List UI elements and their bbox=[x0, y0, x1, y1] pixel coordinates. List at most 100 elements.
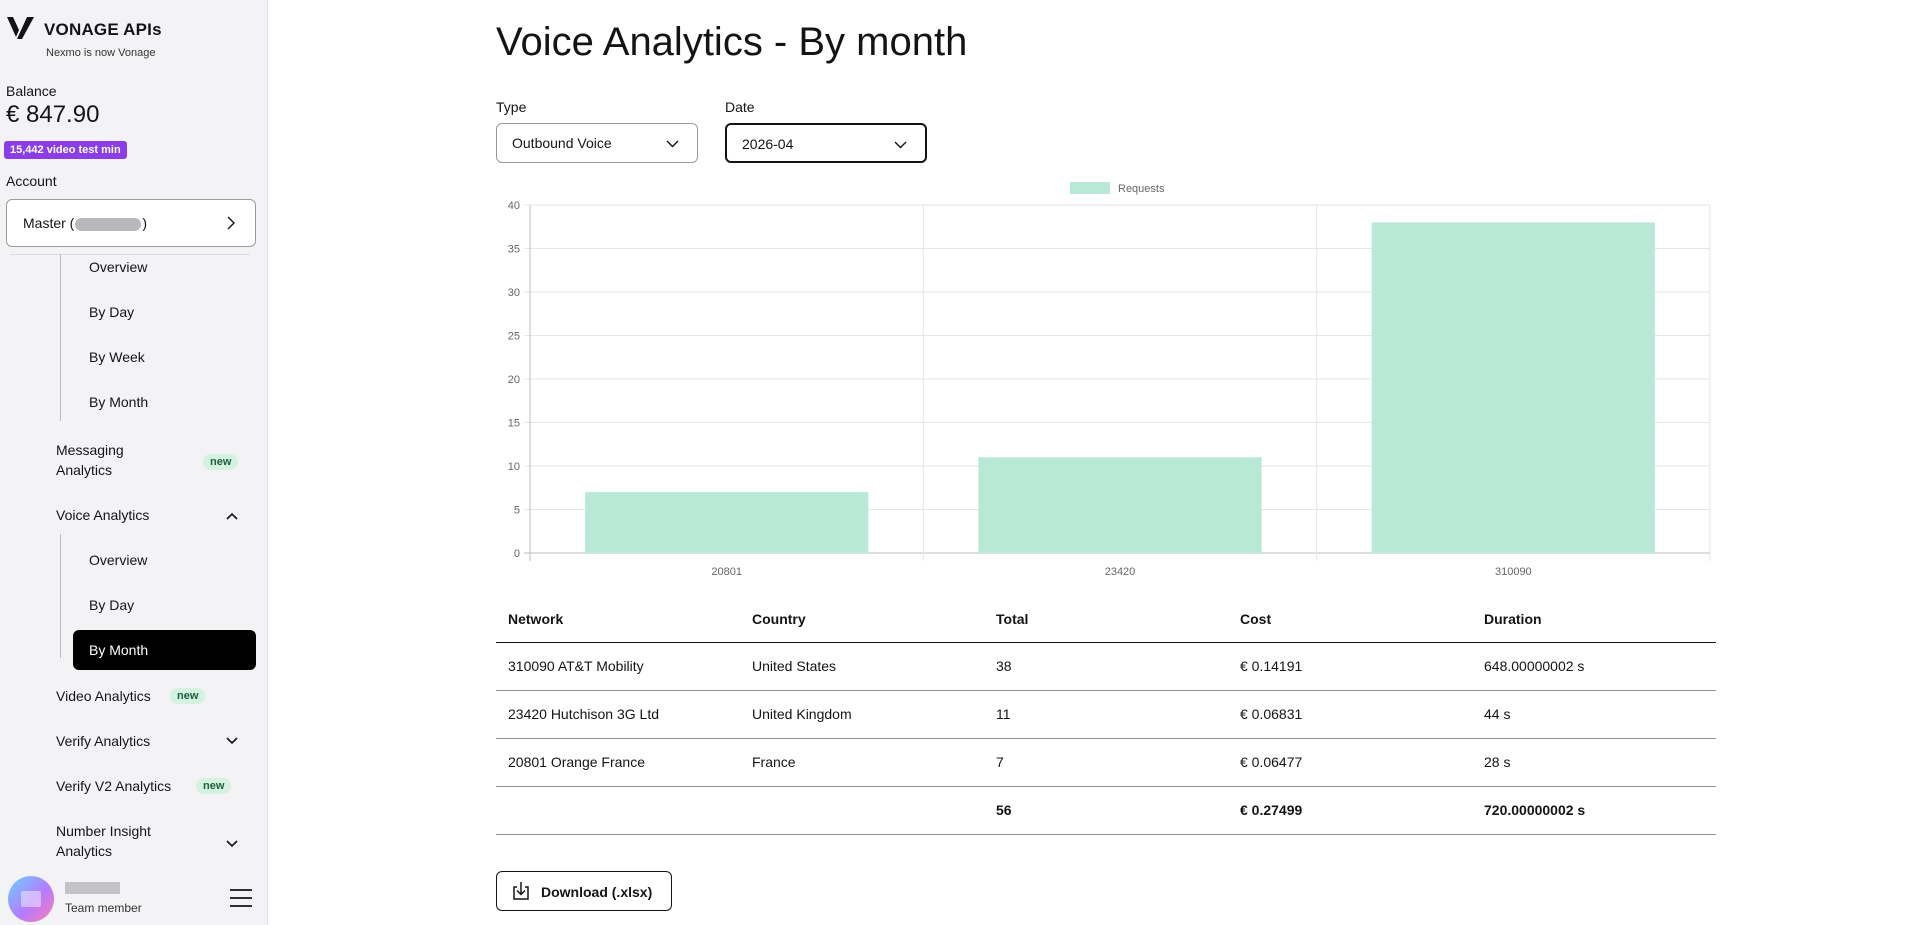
cell-duration: 648.00000002 s bbox=[1472, 642, 1716, 691]
type-select-value: Outbound Voice bbox=[512, 135, 612, 151]
balance-value: € 847.90 bbox=[6, 101, 100, 128]
type-label: Type bbox=[496, 99, 527, 115]
sidebar-item-verify-v2-analytics[interactable]: Verify V2 Analytics bbox=[56, 778, 172, 794]
legend-swatch bbox=[1070, 182, 1110, 194]
x-tick-label: 20801 bbox=[711, 566, 742, 575]
page-title: Voice Analytics - By month bbox=[496, 20, 968, 64]
chevron-down-icon[interactable] bbox=[226, 840, 238, 848]
requests-bar-chart: 0 5 10 15 20 25 30 35 40 20801 23420 310090 Requests bbox=[508, 182, 1711, 575]
cell-total: 11 bbox=[984, 690, 1228, 739]
cell-cost: € 0.14191 bbox=[1228, 642, 1472, 691]
cell-total: 38 bbox=[984, 642, 1228, 691]
y-tick-label: 5 bbox=[514, 505, 520, 517]
download-xlsx-button[interactable]: Download (.xlsx) bbox=[496, 871, 672, 911]
new-badge: new bbox=[203, 454, 239, 470]
new-badge: new bbox=[170, 688, 206, 704]
user-role: Team member bbox=[65, 901, 142, 915]
hamburger-menu-icon[interactable] bbox=[229, 888, 253, 908]
chevron-up-icon[interactable] bbox=[226, 512, 238, 520]
cell-total-cost: € 0.27499 bbox=[1228, 786, 1472, 835]
column-header-network[interactable]: Network bbox=[496, 597, 740, 643]
brand-name: VONAGE APIs bbox=[44, 20, 162, 39]
y-tick-label: 15 bbox=[508, 418, 520, 430]
sidebar-item-usage-by-week[interactable]: By Week bbox=[89, 349, 145, 365]
network-table: Network Country Total Cost Duration 3100… bbox=[496, 597, 1716, 835]
table-row: 310090 AT&T Mobility United States 38 € … bbox=[496, 642, 1716, 691]
video-test-minutes-badge: 15,442 video test min bbox=[4, 141, 127, 159]
vonage-logo-icon bbox=[7, 17, 34, 39]
table-row: 20801 Orange France France 7 € 0.06477 2… bbox=[496, 738, 1716, 787]
sidebar-item-usage-by-month[interactable]: By Month bbox=[89, 394, 149, 410]
legend-label: Requests bbox=[1118, 183, 1165, 195]
cell-duration: 44 s bbox=[1472, 690, 1716, 739]
cell-duration: 28 s bbox=[1472, 738, 1716, 787]
sidebar: VONAGE APIs Nexmo is now Vonage Balance … bbox=[0, 0, 268, 925]
account-label: Account bbox=[6, 173, 57, 189]
balance-label: Balance bbox=[6, 83, 57, 99]
table-totals-row: 56 € 0.27499 720.00000002 s bbox=[496, 786, 1716, 835]
bar-23420 bbox=[978, 457, 1262, 553]
sidebar-item-voice-overview[interactable]: Overview bbox=[89, 552, 148, 568]
chevron-right-icon bbox=[227, 216, 235, 230]
chevron-down-icon[interactable] bbox=[226, 737, 238, 745]
cell-total-country bbox=[740, 786, 984, 835]
cell-network: 23420 Hutchison 3G Ltd bbox=[496, 690, 740, 739]
y-tick-label: 35 bbox=[508, 244, 520, 256]
date-select-value: 2026-04 bbox=[742, 136, 794, 152]
bar-20801 bbox=[585, 492, 869, 553]
account-id-redacted bbox=[75, 217, 142, 231]
sidebar-item-usage-overview[interactable]: Overview bbox=[89, 259, 148, 275]
cell-total-network bbox=[496, 786, 740, 835]
sidebar-item-usage-by-day[interactable]: By Day bbox=[89, 304, 135, 320]
user-profile[interactable]: Team member bbox=[0, 870, 268, 925]
cell-cost: € 0.06477 bbox=[1228, 738, 1472, 787]
sidebar-item-voice-by-day[interactable]: By Day bbox=[89, 597, 135, 613]
cell-network: 20801 Orange France bbox=[496, 738, 740, 787]
bar-310090 bbox=[1371, 222, 1655, 553]
cell-network: 310090 AT&T Mobility bbox=[496, 642, 740, 691]
cell-country: United States bbox=[740, 642, 984, 691]
x-tick-label: 310090 bbox=[1495, 566, 1532, 575]
column-header-duration[interactable]: Duration bbox=[1472, 597, 1716, 643]
sidebar-item-label: By Month bbox=[89, 642, 149, 658]
avatar[interactable] bbox=[8, 876, 54, 922]
table-header-row: Network Country Total Cost Duration bbox=[496, 597, 1716, 643]
divider bbox=[10, 254, 250, 255]
account-selector[interactable]: Master () bbox=[6, 199, 256, 247]
nav-tree-rail bbox=[60, 254, 61, 421]
account-name: Master () bbox=[23, 215, 148, 231]
download-button-label: Download (.xlsx) bbox=[541, 884, 653, 900]
cell-total-duration: 720.00000002 s bbox=[1472, 786, 1716, 835]
sidebar-item-voice-analytics[interactable]: Voice Analytics bbox=[56, 507, 150, 523]
chevron-down-icon bbox=[666, 140, 679, 148]
brand-tagline: Nexmo is now Vonage bbox=[46, 47, 156, 59]
cell-cost: € 0.06831 bbox=[1228, 690, 1472, 739]
download-icon bbox=[513, 882, 529, 900]
user-name-redacted bbox=[65, 882, 120, 894]
column-header-cost[interactable]: Cost bbox=[1228, 597, 1472, 643]
cell-total: 7 bbox=[984, 738, 1228, 787]
y-tick-label: 0 bbox=[514, 548, 520, 560]
y-tick-label: 20 bbox=[508, 374, 520, 386]
date-select[interactable]: 2026-04 bbox=[725, 123, 927, 163]
y-tick-label: 25 bbox=[508, 331, 520, 343]
y-tick-label: 40 bbox=[508, 200, 520, 212]
table-row: 23420 Hutchison 3G Ltd United Kingdom 11… bbox=[496, 690, 1716, 739]
cell-total-count: 56 bbox=[984, 786, 1228, 835]
sidebar-nav: Overview By Day By Week By Month Messagi… bbox=[0, 254, 268, 866]
sidebar-item-number-insight-analytics[interactable]: Number Insight Analytics bbox=[56, 823, 151, 859]
chevron-down-icon bbox=[894, 141, 907, 149]
new-badge: new bbox=[196, 778, 232, 794]
sidebar-item-verify-analytics[interactable]: Verify Analytics bbox=[56, 733, 151, 749]
x-tick-label: 23420 bbox=[1105, 566, 1136, 575]
sidebar-item-messaging-analytics[interactable]: Messaging Analytics bbox=[56, 442, 124, 478]
column-header-total[interactable]: Total bbox=[984, 597, 1228, 643]
nav-tree-rail bbox=[60, 534, 61, 658]
date-label: Date bbox=[725, 99, 755, 115]
sidebar-item-voice-by-month[interactable]: By Month bbox=[73, 630, 256, 670]
column-header-country[interactable]: Country bbox=[740, 597, 984, 643]
sidebar-item-video-analytics[interactable]: Video Analytics bbox=[56, 688, 151, 704]
y-tick-label: 10 bbox=[508, 461, 520, 473]
type-select[interactable]: Outbound Voice bbox=[496, 123, 698, 163]
cell-country: United Kingdom bbox=[740, 690, 984, 739]
